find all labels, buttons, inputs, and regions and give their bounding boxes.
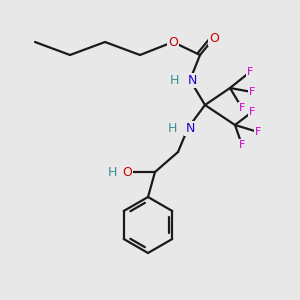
Text: N: N [185, 122, 195, 134]
Text: F: F [239, 140, 245, 150]
Text: H: H [169, 74, 179, 86]
Text: O: O [209, 32, 219, 44]
Text: F: F [249, 87, 255, 97]
Text: N: N [187, 74, 197, 86]
Text: O: O [122, 166, 132, 178]
Text: F: F [247, 67, 253, 77]
Text: O: O [168, 35, 178, 49]
Text: F: F [255, 127, 261, 137]
Text: H: H [107, 166, 117, 178]
Text: F: F [249, 107, 255, 117]
Text: H: H [167, 122, 177, 134]
Text: F: F [239, 103, 245, 113]
